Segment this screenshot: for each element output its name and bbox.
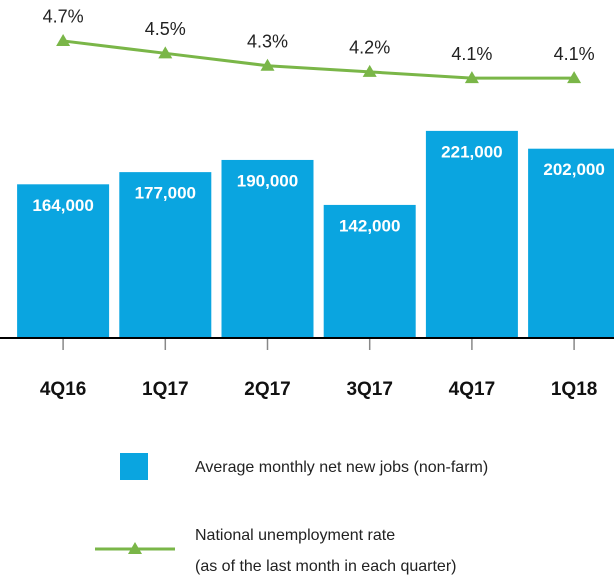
line-value-label: 4.7%	[43, 7, 84, 27]
legend: Average monthly net new jobs (non-farm) …	[95, 453, 488, 575]
bar-value-label: 164,000	[32, 196, 93, 215]
line	[62, 39, 575, 80]
line-marker	[567, 71, 582, 84]
line-marker	[260, 58, 275, 71]
line-marker	[464, 71, 479, 84]
line-marker	[362, 64, 377, 77]
bar-value-label: 177,000	[135, 184, 196, 203]
x-tick-label: 4Q17	[449, 379, 495, 400]
line-value-label: 4.1%	[554, 44, 595, 64]
line-marker	[158, 46, 173, 59]
bar	[323, 204, 416, 338]
bar	[221, 159, 314, 338]
bar-value-label: 221,000	[441, 142, 502, 161]
x-tick-label: 4Q16	[40, 379, 86, 400]
line-value-label: 4.5%	[145, 19, 186, 39]
legend-marker	[128, 542, 142, 554]
line-value-label: 4.1%	[451, 44, 492, 64]
legend-swatch	[120, 453, 148, 480]
bar	[119, 172, 212, 338]
x-tick-label: 1Q18	[551, 379, 597, 400]
bar-value-label: 202,000	[543, 160, 604, 179]
bar-value-label: 190,000	[237, 171, 298, 190]
x-tick-label: 2Q17	[244, 379, 290, 400]
line-value-label: 4.2%	[349, 38, 390, 58]
line-marker	[56, 33, 71, 46]
bar	[528, 148, 614, 338]
legend-label: National unemployment rate	[195, 527, 395, 544]
legend-label: (as of the last month in each quarter)	[195, 558, 456, 575]
legend-label: Average monthly net new jobs (non-farm)	[195, 459, 488, 476]
bar	[425, 130, 518, 338]
x-tick-label: 3Q17	[346, 379, 392, 400]
bar	[17, 184, 110, 338]
bar-value-label: 142,000	[339, 216, 400, 235]
x-tick-label: 1Q17	[142, 379, 188, 400]
line-value-label: 4.3%	[247, 31, 288, 51]
